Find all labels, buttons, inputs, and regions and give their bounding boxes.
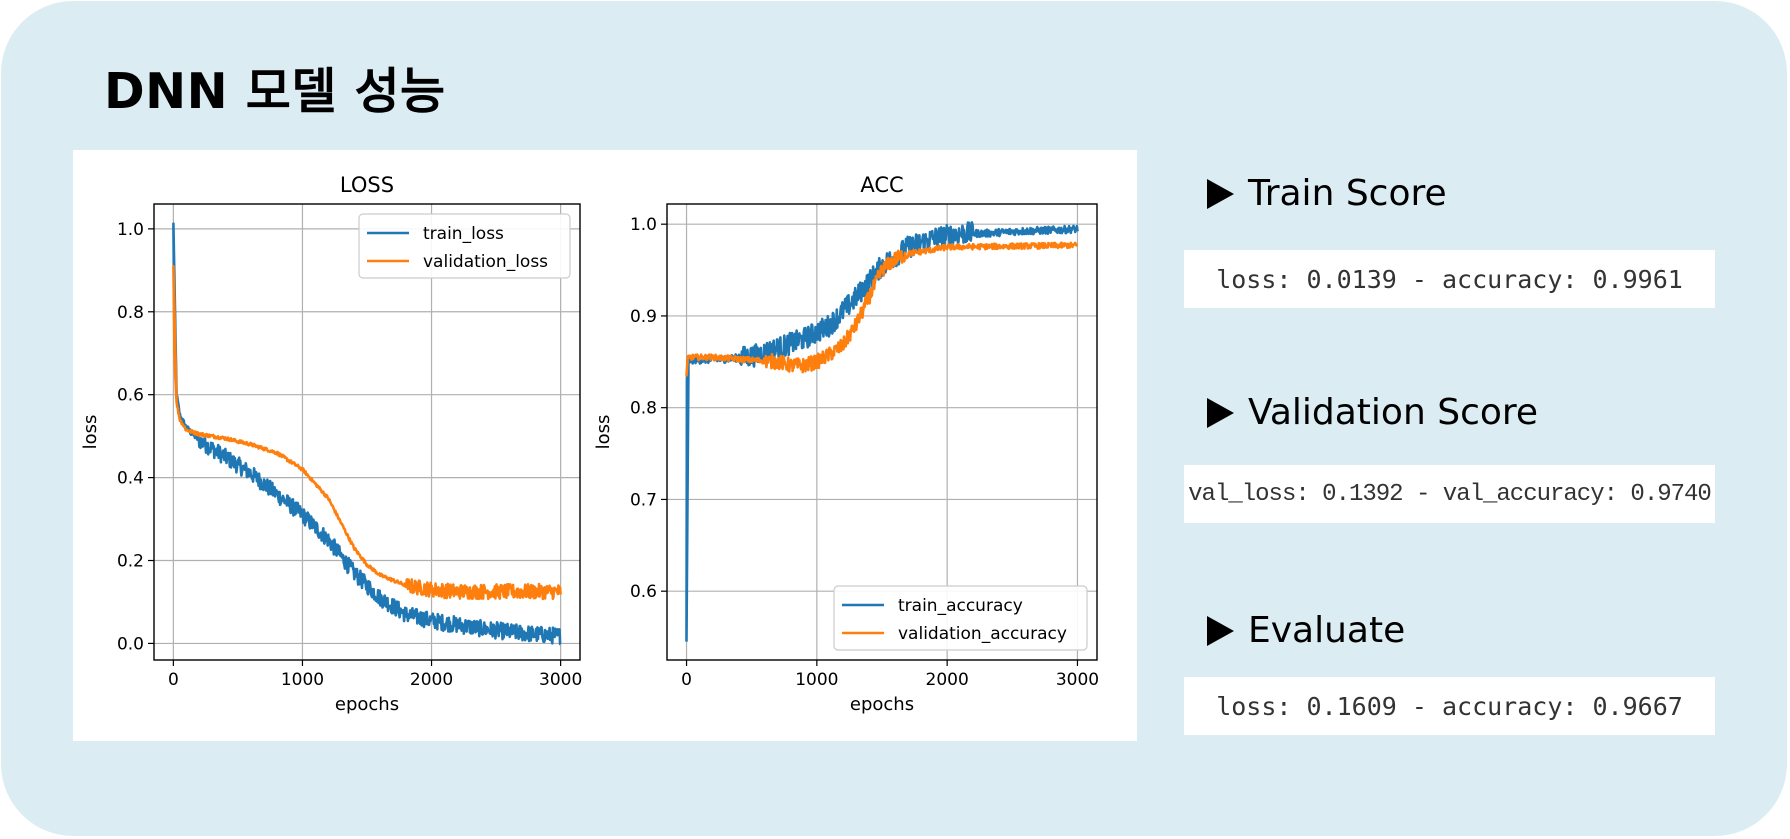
chart-title: ACC	[860, 173, 903, 197]
x-tick-label: 1000	[795, 670, 838, 690]
series-line-train_loss	[172, 222, 562, 646]
legend-box	[833, 585, 1088, 651]
legend-label: validation_accuracy	[898, 624, 1067, 644]
x-axis-label: epochs	[335, 694, 399, 715]
validation-score-heading: Validation Score	[1205, 392, 1538, 433]
series-line-validation_loss	[172, 265, 562, 601]
y-axis-label: loss	[593, 415, 614, 450]
y-tick-label: 0.9	[630, 307, 657, 327]
train-score-heading: Train Score	[1205, 173, 1447, 214]
validation-score-label: Validation Score	[1248, 392, 1539, 433]
legend-label: validation_loss	[423, 252, 548, 272]
y-tick-label: 1.0	[630, 215, 657, 235]
legend-box	[358, 213, 571, 279]
y-tick-label: 0.6	[117, 386, 144, 406]
series-line-train_accuracy	[685, 221, 1079, 642]
page-title: DNN 모델 성능	[104, 63, 446, 120]
x-tick-label: 1000	[281, 670, 324, 690]
x-tick-label: 2000	[410, 670, 453, 690]
series-line-validation_accuracy	[685, 241, 1079, 377]
axes-frame	[153, 203, 581, 661]
y-tick-label: 1.0	[117, 220, 144, 240]
chart-title: LOSS	[340, 173, 394, 197]
y-tick-label: 0.7	[630, 490, 657, 510]
evaluate-heading: Evaluate	[1205, 610, 1405, 651]
x-axis-label: epochs	[850, 694, 914, 715]
evaluate-label: Evaluate	[1248, 610, 1406, 651]
train-score-label: Train Score	[1248, 173, 1447, 214]
chart-figure: 0 1000 2000 3000 0.0 0.2 0.4 0.6 0.8 1.0 LOSS epoch…	[73, 150, 1137, 741]
chart-figure-svg: 0 1000 2000 3000 0.0 0.2 0.4 0.6 0.8 1.0 LOSS epoch…	[80, 173, 1099, 715]
y-tick-label: 0.2	[117, 552, 144, 572]
axes-frame	[666, 203, 1098, 661]
evaluate-output: loss: 0.1609 - accuracy: 0.9667	[1184, 677, 1715, 735]
validation-score-output: val_loss: 0.1392 - val_accuracy: 0.9740	[1184, 465, 1715, 523]
legend-label: train_accuracy	[898, 596, 1023, 616]
y-tick-label: 0.8	[630, 399, 657, 419]
x-tick-label: 3000	[539, 670, 582, 690]
x-tick-label: 2000	[926, 670, 969, 690]
x-tick-label: 0	[168, 670, 179, 690]
y-tick-label: 0.4	[117, 469, 144, 489]
y-tick-label: 0.8	[117, 303, 144, 323]
y-tick-label: 0.0	[117, 634, 144, 654]
y-tick-label: 0.6	[630, 582, 657, 602]
play-triangle-icon	[1207, 397, 1234, 428]
y-axis-label: loss	[80, 415, 101, 450]
train-score-output: loss: 0.0139 - accuracy: 0.9961	[1184, 250, 1715, 308]
x-tick-label: 3000	[1056, 670, 1099, 690]
legend-label: train_loss	[423, 224, 504, 244]
play-triangle-icon	[1207, 615, 1234, 646]
x-tick-label: 0	[681, 670, 692, 690]
play-triangle-icon	[1207, 178, 1234, 209]
